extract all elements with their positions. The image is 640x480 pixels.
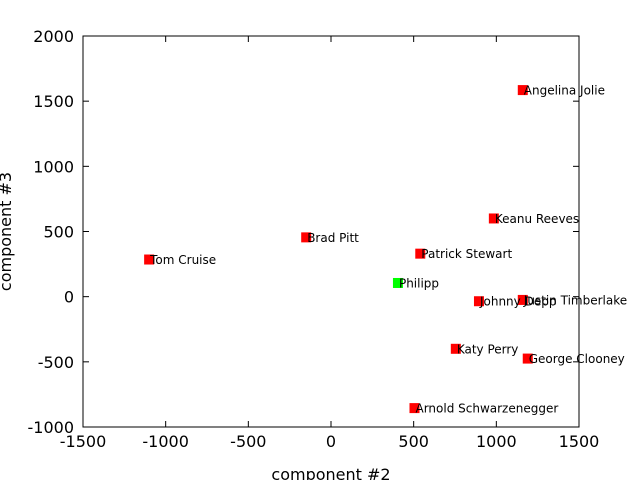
point-label: Keanu Reeves: [495, 212, 579, 226]
data-point: [517, 85, 528, 96]
data-points: [144, 85, 533, 414]
point-label: George Clooney: [529, 352, 625, 366]
data-point: [488, 213, 499, 224]
x-tick-label: 0: [326, 432, 336, 451]
y-tick-label: 0: [64, 288, 74, 307]
data-point: [144, 254, 155, 265]
x-axis-title: component #2: [271, 465, 390, 480]
x-tick-label: -500: [230, 432, 266, 451]
y-tick-label: 2000: [33, 27, 74, 46]
point-label: Brad Pitt: [307, 231, 359, 245]
x-tick-label: 500: [398, 432, 429, 451]
y-tick-label: -1000: [28, 418, 75, 437]
point-label: Johnny Depp: [479, 295, 556, 309]
y-axis-title: component #3: [0, 172, 15, 291]
point-label: Angelina Jolie: [524, 84, 605, 98]
y-tick-label: 1500: [33, 92, 74, 111]
data-point: [301, 232, 312, 243]
y-tick-label: 500: [43, 223, 74, 242]
point-label: Katy Perry: [457, 342, 519, 356]
y-tick-label: 1000: [33, 157, 74, 176]
x-tick-label: -1500: [60, 432, 107, 451]
x-tick-label: 1000: [476, 432, 517, 451]
point-labels: Angelina Jolie Keanu Reeves Brad Pitt Patri…: [149, 84, 627, 416]
x-tick-label: 1500: [559, 432, 600, 451]
data-point: [473, 296, 484, 307]
data-point: [450, 343, 461, 354]
point-label: Arnold Schwarzenegger: [415, 402, 558, 416]
data-point: [392, 277, 403, 288]
point-label: Tom Cruise: [149, 253, 216, 267]
data-point: [415, 248, 426, 259]
data-point: [409, 403, 420, 414]
point-label: Philipp: [399, 276, 439, 290]
axes: -1500 -1000 -500 0 500 1000 1500-1000-50005001…: [28, 27, 600, 451]
x-tick-label: -1000: [142, 432, 189, 451]
point-label: Patrick Stewart: [421, 247, 512, 261]
data-point: [517, 294, 528, 305]
data-point: [522, 353, 533, 364]
point-label: Justin Timberlake: [523, 293, 627, 307]
y-tick-label: -500: [38, 353, 74, 372]
